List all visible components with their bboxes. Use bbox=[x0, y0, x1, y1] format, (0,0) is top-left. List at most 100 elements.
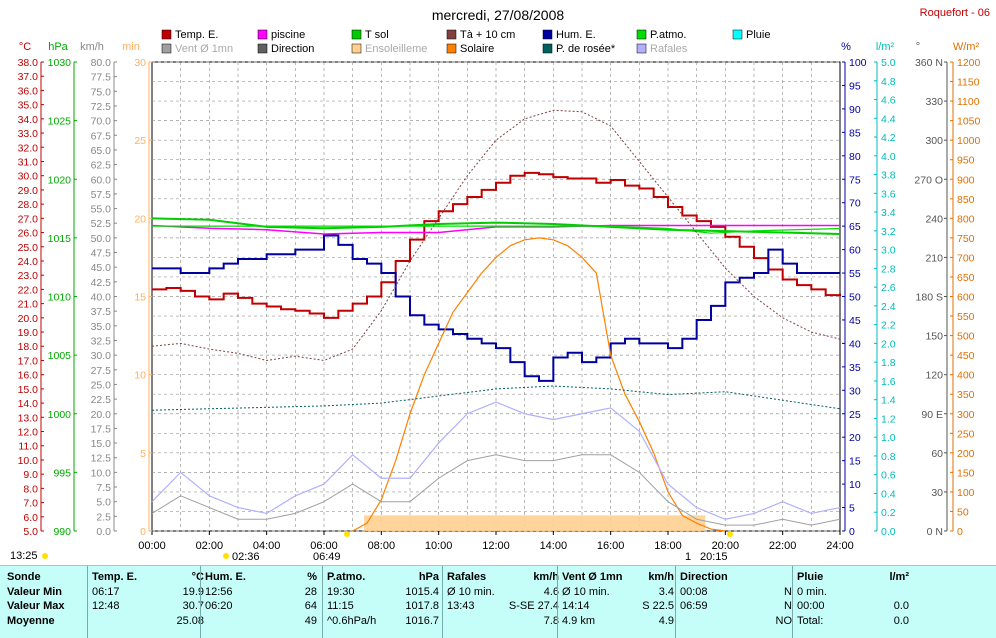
axis-tick-label: 65 bbox=[849, 221, 861, 233]
summary-value: 1015.4 bbox=[405, 585, 439, 598]
axis-tick-label: 13.0 bbox=[18, 412, 39, 424]
summary-header: Vent Ø 1mn bbox=[562, 571, 623, 583]
axis-tick-label: 360 N bbox=[915, 57, 943, 69]
summary-unit: l/m² bbox=[889, 571, 909, 583]
x-tick-label: 24:00 bbox=[826, 540, 854, 552]
summary-label-mean: Moyenne bbox=[7, 614, 55, 627]
axis-tick-label: 31.0 bbox=[18, 156, 39, 168]
axis-tick-label: 25 bbox=[849, 409, 861, 421]
axis-tick-label: 100 bbox=[849, 57, 867, 69]
summary-header: Temp. E. bbox=[92, 571, 138, 583]
axis-tick-label: 3.2 bbox=[881, 226, 896, 238]
axis-tick-label: 1005 bbox=[48, 350, 72, 362]
axis-tick-label: 36.0 bbox=[18, 85, 39, 97]
axis-tick-label: 35 bbox=[849, 362, 861, 374]
axis-tick-label: 24.0 bbox=[18, 256, 39, 268]
axis-tick-label: 45.0 bbox=[91, 262, 112, 274]
legend-label: Temp. E. bbox=[175, 29, 218, 41]
axis-tick-label: 1150 bbox=[957, 77, 980, 89]
axis-tick-label: 50.0 bbox=[91, 233, 112, 245]
axis-tick-label: 37.0 bbox=[18, 71, 39, 83]
legend-swatch bbox=[161, 43, 172, 54]
axis-tick-label: 10.0 bbox=[91, 467, 112, 479]
summary-unit: km/h bbox=[648, 571, 674, 583]
summary-value: 4.9 bbox=[658, 614, 674, 627]
summary-value: 49 bbox=[304, 614, 317, 627]
axis-tick-label: 1.6 bbox=[881, 376, 896, 388]
summary-header: Direction bbox=[680, 571, 728, 583]
series-hum-e- bbox=[152, 234, 840, 382]
summary-time: 19:30 bbox=[327, 585, 355, 598]
summary-value: 25.08 bbox=[176, 614, 204, 627]
axis-tick-label: 800 bbox=[957, 213, 975, 225]
summary-label-sonde: Sonde bbox=[7, 571, 41, 583]
axis-tick-label: 12.0 bbox=[18, 427, 39, 439]
axis-tick-label: 2.8 bbox=[881, 263, 896, 275]
summary-unit: °C bbox=[191, 571, 204, 583]
legend-label: piscine bbox=[271, 29, 305, 41]
axis-tick-label: 7.5 bbox=[96, 482, 111, 494]
axis-tick-label: 2.6 bbox=[881, 282, 896, 294]
axis-tick-label: 10 bbox=[849, 479, 861, 491]
axis-tick-label: 30 bbox=[849, 385, 861, 397]
summary-time: 12:56 bbox=[205, 585, 233, 598]
axis-unit: min bbox=[122, 41, 140, 53]
axis-tick-label: 5 bbox=[140, 448, 146, 460]
axis-tick-label: 17.0 bbox=[18, 355, 39, 367]
axis-tick-label: 7.0 bbox=[23, 498, 38, 510]
series-p-atmo- bbox=[152, 225, 841, 234]
axis-tick-label: 550 bbox=[957, 311, 975, 323]
axis-tick-label: 400 bbox=[957, 370, 975, 382]
summary-column-6: Pluie l/m² 0 min. 00:00 0.0 Total: 0.0 bbox=[797, 570, 909, 628]
axis-tick-label: 0.2 bbox=[881, 507, 896, 519]
axis-tick-label: 67.5 bbox=[91, 130, 112, 142]
moonrise-time: 02:36 bbox=[232, 551, 260, 563]
legend-label: Hum. E. bbox=[556, 29, 596, 41]
axis-tick-label: 47.5 bbox=[91, 248, 112, 260]
sunshine-band bbox=[364, 515, 706, 531]
axis-tick-label: 3.0 bbox=[881, 245, 896, 257]
axis-tick-label: 75.0 bbox=[91, 86, 112, 98]
axis-tick-label: 33.0 bbox=[18, 128, 39, 140]
legend-label: Tà + 10 cm bbox=[460, 29, 515, 41]
axis-tick-label: 18.0 bbox=[18, 341, 39, 353]
axis-tick-label: 25 bbox=[134, 135, 146, 147]
axis-tick-label: 15 bbox=[134, 292, 146, 304]
axis-tick-label: 17.5 bbox=[91, 423, 112, 435]
sunrise-time: 06:49 bbox=[313, 551, 341, 563]
summary-value: N bbox=[784, 585, 792, 598]
axis-tick-label: 4.6 bbox=[881, 95, 896, 107]
axis-tick-label: 70.0 bbox=[91, 116, 112, 128]
sun-icon bbox=[42, 553, 48, 559]
axis-tick-label: 30.0 bbox=[18, 171, 39, 183]
axis-tick-label: 30 bbox=[134, 57, 146, 69]
series-t-sol bbox=[151, 217, 841, 235]
x-tick-label: 16:00 bbox=[597, 540, 625, 552]
axis-tick-label: 1200 bbox=[957, 57, 981, 69]
legend-swatch bbox=[351, 43, 362, 54]
chart-legend: Temp. E. piscine T sol Tà + 10 cm Hum. E. P.a… bbox=[161, 29, 770, 55]
axis-tick-label: 0.8 bbox=[881, 451, 896, 463]
axis-tick-label: 180 S bbox=[916, 292, 943, 304]
axis-tick-label: 9.0 bbox=[23, 469, 38, 481]
axis-unit: °C bbox=[19, 41, 31, 53]
chart-axes: 00:00 02:00 04:00 06:00 08:00 10:00 12:00 14:00… bbox=[18, 41, 981, 559]
axis-tick-label: 27.0 bbox=[18, 213, 39, 225]
legend-swatch bbox=[351, 29, 362, 40]
axis-tick-label: 85 bbox=[849, 127, 861, 139]
summary-separator bbox=[557, 566, 558, 638]
x-tick-label: 12:00 bbox=[482, 540, 510, 552]
axis-tick-label: 1.8 bbox=[881, 357, 896, 369]
axis-tick-label: 62.5 bbox=[91, 160, 112, 172]
x-tick-label: 22:00 bbox=[769, 540, 797, 552]
axis-tick-label: 1020 bbox=[48, 174, 72, 186]
axis-tick-label: 5.0 bbox=[23, 526, 38, 538]
legend-label: Rafales bbox=[650, 43, 688, 55]
legend-label: Solaire bbox=[460, 43, 494, 55]
axis-tick-label: 12.5 bbox=[91, 453, 112, 465]
axis-tick-label: 1000 bbox=[957, 135, 981, 147]
axis-tick-label: 29.0 bbox=[18, 185, 39, 197]
x-tick-label: 02:00 bbox=[196, 540, 224, 552]
axis-unit: ° bbox=[916, 41, 920, 53]
axis-tick-label: 15 bbox=[849, 456, 861, 468]
